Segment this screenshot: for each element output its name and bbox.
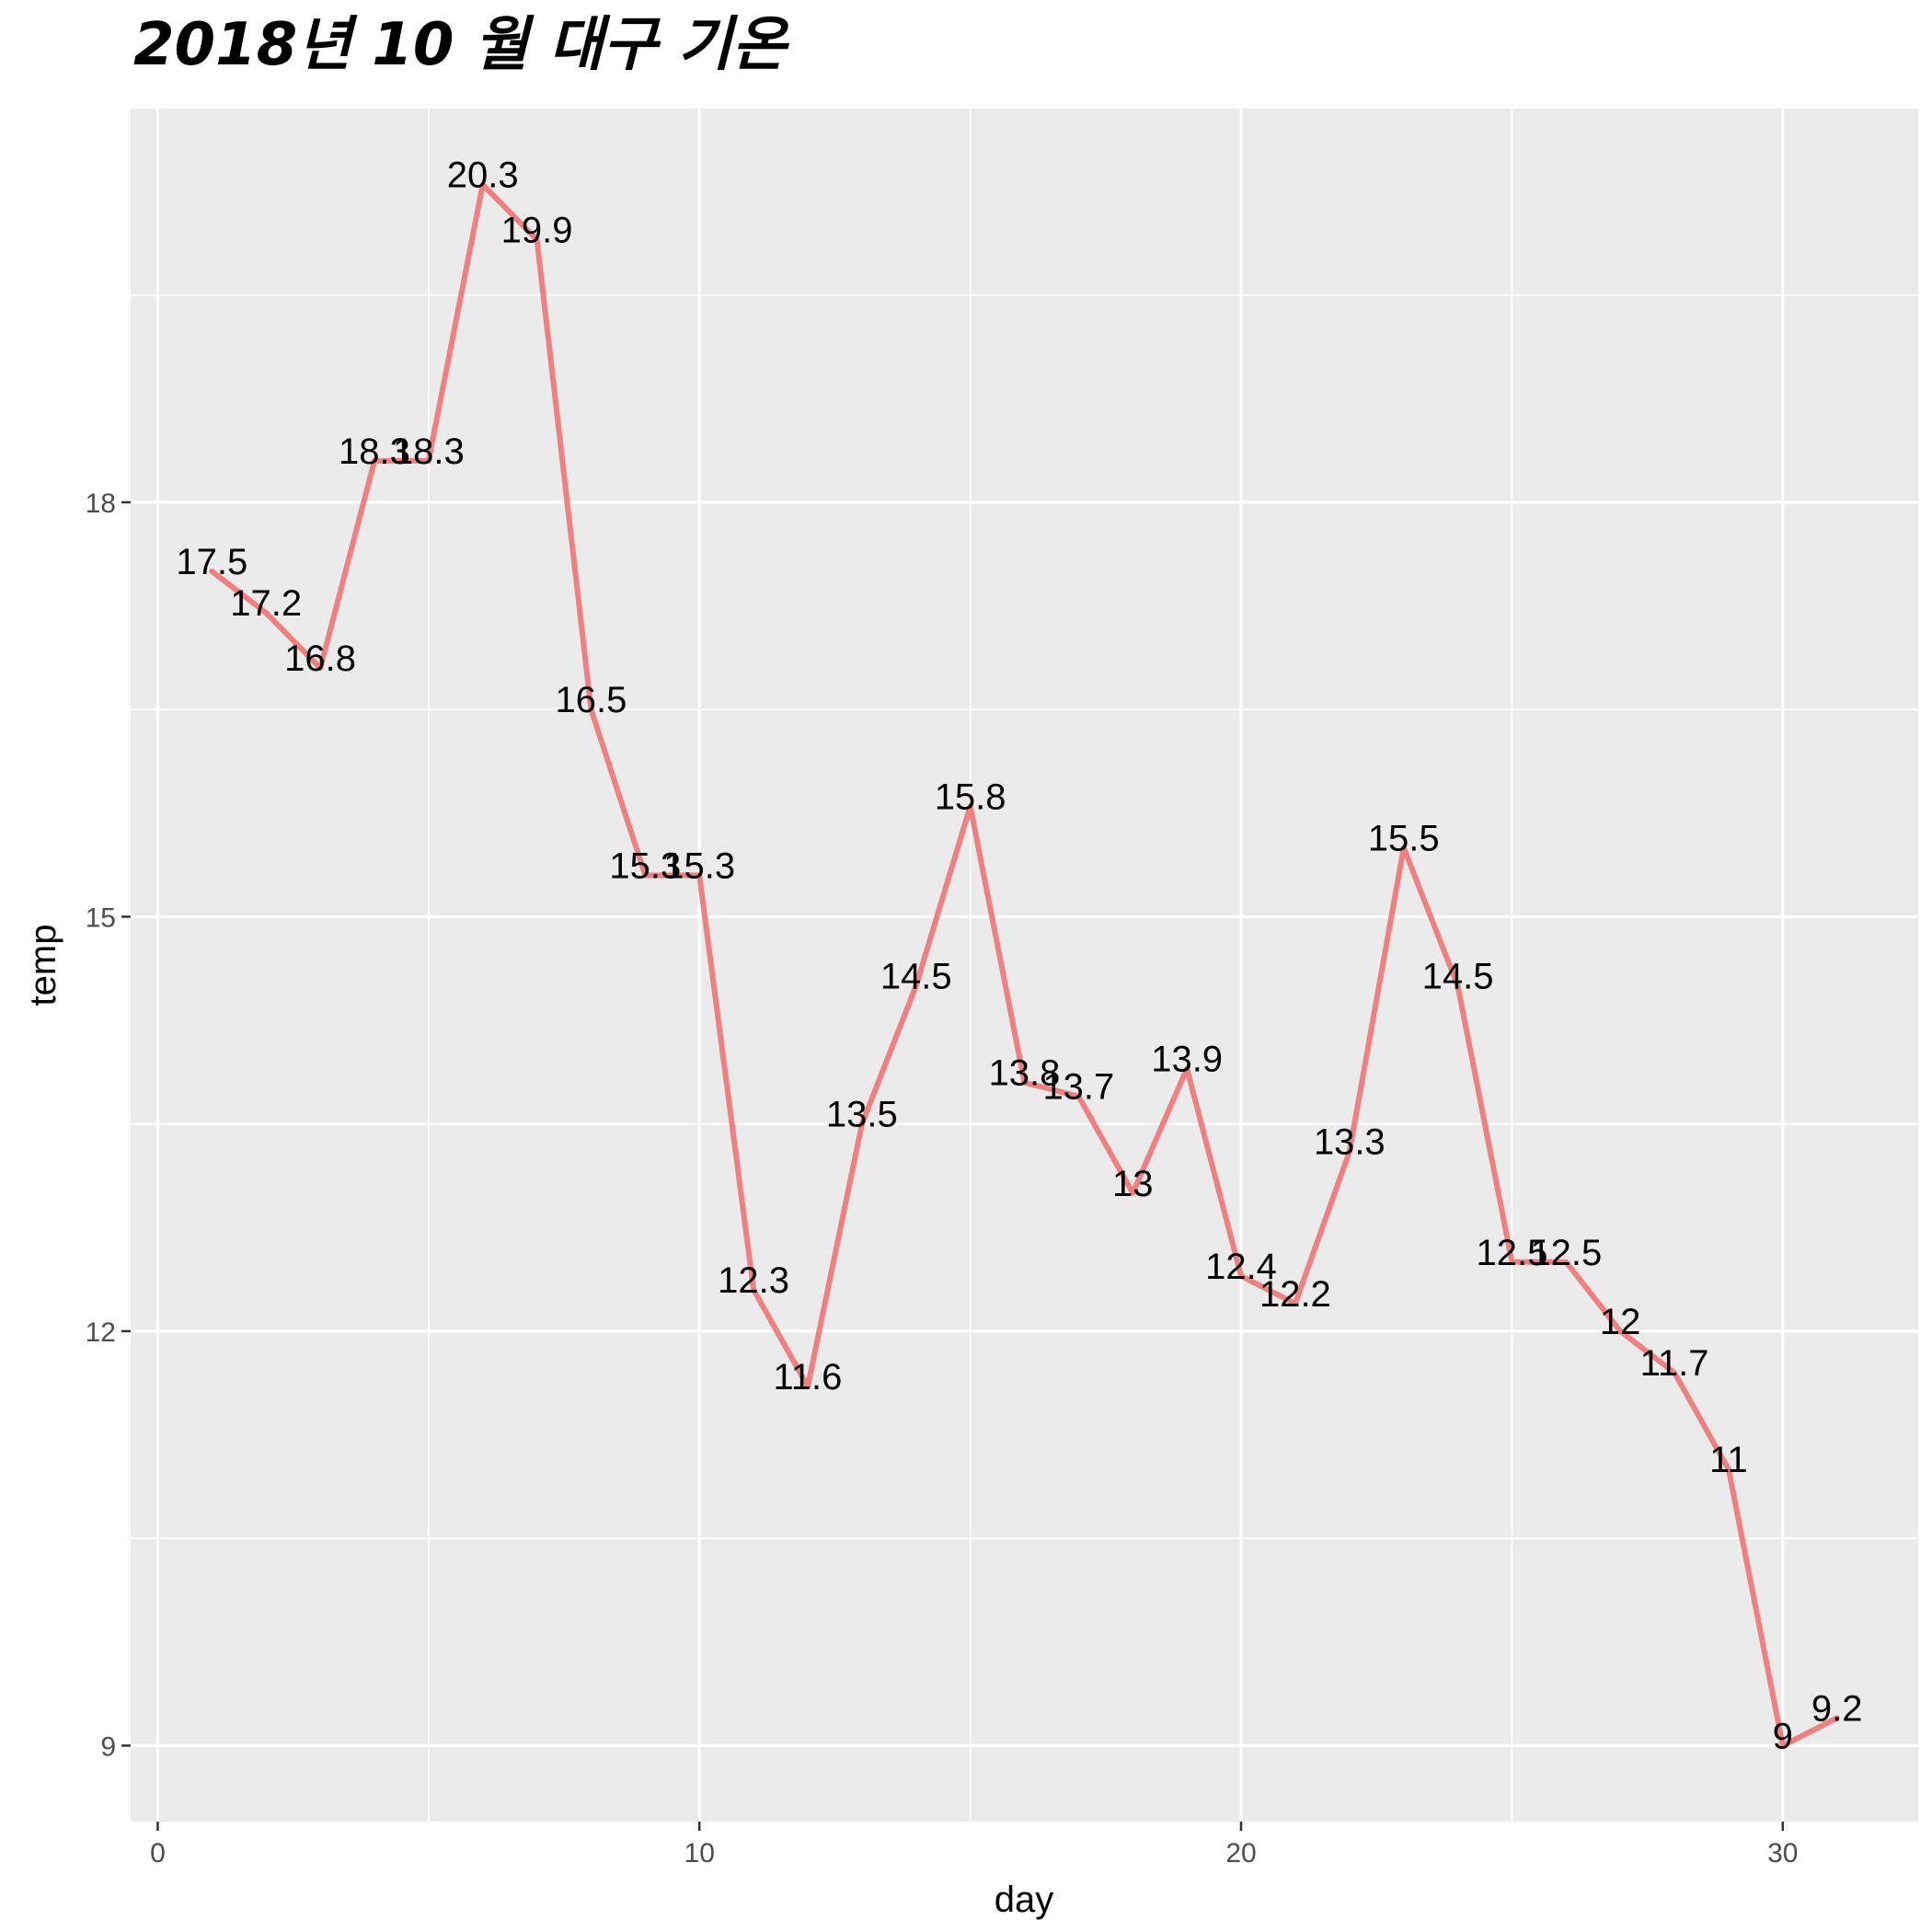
x-axis-title: day bbox=[995, 1880, 1054, 1920]
y-tick-label: 18 bbox=[86, 489, 116, 519]
data-label: 12.5 bbox=[1530, 1233, 1602, 1273]
data-label: 13.9 bbox=[1151, 1040, 1223, 1080]
data-label: 15.3 bbox=[609, 845, 681, 886]
data-label: 16.5 bbox=[556, 680, 627, 720]
data-label: 13.7 bbox=[1042, 1067, 1114, 1108]
data-label: 19.9 bbox=[501, 211, 573, 251]
data-label: 17.5 bbox=[176, 542, 247, 582]
temperature-line bbox=[209, 181, 1840, 1749]
data-label: 14.5 bbox=[880, 957, 952, 997]
y-tick-label: 12 bbox=[86, 1317, 116, 1348]
axis-ticks: 0 10 20 30 9 12 15 18 bbox=[86, 489, 1799, 1869]
x-tick-label: 10 bbox=[684, 1838, 715, 1869]
data-label: 17.2 bbox=[230, 583, 302, 624]
data-label: 15.5 bbox=[1368, 818, 1440, 858]
y-tick-label: 15 bbox=[86, 903, 116, 933]
data-labels: 17.517.2 16.8 18.318.3 20.3 19.9 16.5 15.315.3… bbox=[176, 155, 1862, 1757]
data-label: 12.2 bbox=[1259, 1274, 1331, 1315]
data-label: 16.8 bbox=[284, 638, 356, 679]
data-label: 11.7 bbox=[1640, 1343, 1709, 1384]
x-tick-label: 0 bbox=[150, 1838, 166, 1869]
chart-title: 2018년 10 월 대구 기온 bbox=[133, 11, 790, 79]
data-label: 11 bbox=[1709, 1440, 1748, 1480]
data-label: 14.5 bbox=[1422, 957, 1494, 997]
data-label: 12.4 bbox=[1205, 1247, 1277, 1287]
y-axis-title: temp bbox=[23, 925, 63, 1006]
data-label: 9 bbox=[1773, 1716, 1793, 1756]
data-label: 12.3 bbox=[718, 1260, 789, 1301]
data-label: 15.8 bbox=[935, 776, 1006, 817]
data-label: 18.3 bbox=[393, 431, 465, 472]
data-label: 20.3 bbox=[447, 155, 519, 196]
data-label: 13.3 bbox=[1314, 1122, 1386, 1163]
x-tick-label: 30 bbox=[1767, 1838, 1798, 1869]
data-label: 12 bbox=[1600, 1302, 1641, 1342]
data-label: 13 bbox=[1112, 1164, 1154, 1204]
x-tick-label: 20 bbox=[1225, 1838, 1256, 1869]
data-label: 13.8 bbox=[989, 1053, 1061, 1094]
data-label: 11.6 bbox=[774, 1357, 843, 1397]
plot-panel bbox=[131, 109, 1918, 1822]
data-label: 12.5 bbox=[1476, 1233, 1547, 1273]
data-label: 9.2 bbox=[1811, 1688, 1863, 1729]
data-label: 15.3 bbox=[663, 845, 735, 886]
y-tick-label: 9 bbox=[100, 1731, 116, 1762]
data-label: 18.3 bbox=[339, 431, 410, 472]
data-label: 13.5 bbox=[826, 1095, 898, 1135]
